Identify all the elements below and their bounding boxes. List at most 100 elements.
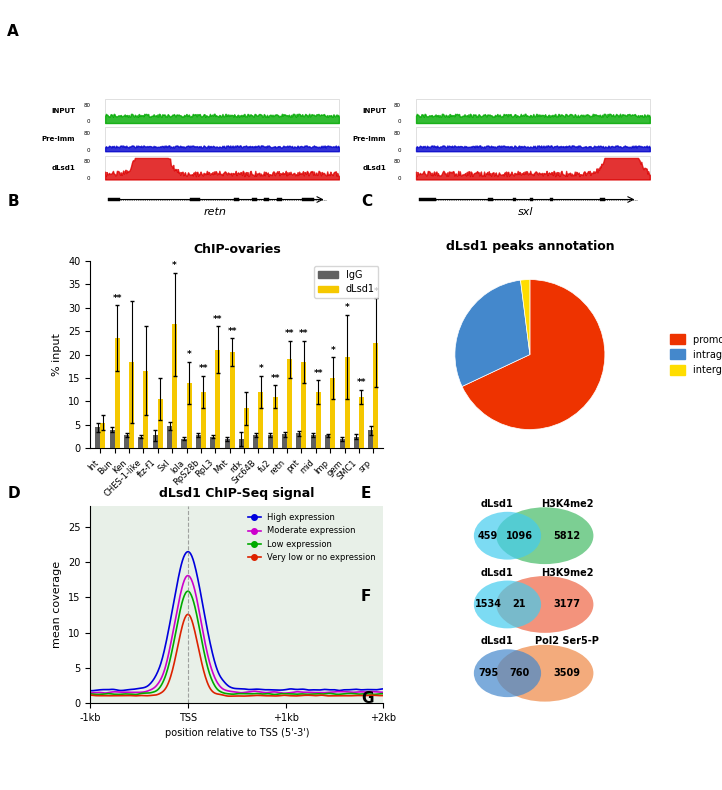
Bar xyxy=(325,435,330,448)
Bar xyxy=(339,439,344,448)
Bar xyxy=(273,397,278,448)
Low expression xyxy=(379,689,388,698)
Bar xyxy=(330,378,335,448)
Wedge shape xyxy=(455,280,530,386)
Text: D: D xyxy=(7,486,19,501)
Bar xyxy=(416,99,650,123)
Text: sxl: sxl xyxy=(518,206,534,216)
Text: **: ** xyxy=(285,329,295,338)
Bar xyxy=(105,127,339,151)
High expression xyxy=(373,685,381,694)
Text: 459: 459 xyxy=(478,531,498,540)
Bar xyxy=(105,156,339,179)
Line: Very low or no expression: Very low or no expression xyxy=(90,615,383,696)
Text: E: E xyxy=(361,486,371,501)
Title: ChIP-ovaries: ChIP-ovaries xyxy=(193,243,281,255)
Low expression xyxy=(373,690,382,699)
Text: 1534: 1534 xyxy=(474,600,502,609)
Text: 80: 80 xyxy=(394,103,401,107)
High expression xyxy=(226,683,235,692)
Bar xyxy=(225,439,230,448)
Text: INPUT: INPUT xyxy=(51,108,75,114)
Text: G: G xyxy=(361,691,373,706)
Very low or no expression xyxy=(245,691,254,701)
Text: 80: 80 xyxy=(83,131,90,136)
Bar xyxy=(416,127,650,151)
Bar xyxy=(531,198,533,201)
Low expression xyxy=(131,690,140,699)
Title: dLsd1 peaks annotation: dLsd1 peaks annotation xyxy=(445,239,614,253)
Low expression xyxy=(228,690,237,699)
Bar xyxy=(550,198,553,201)
Bar xyxy=(359,397,364,448)
High expression xyxy=(327,685,336,694)
Moderate expression xyxy=(245,687,253,697)
Text: C: C xyxy=(361,194,372,209)
Bar xyxy=(287,359,292,448)
Very low or no expression xyxy=(327,691,336,701)
Moderate expression xyxy=(373,687,382,697)
Bar xyxy=(302,362,306,448)
Text: *: * xyxy=(373,287,378,296)
Text: H3K4me2: H3K4me2 xyxy=(541,498,593,509)
Text: **: ** xyxy=(213,315,222,324)
Bar xyxy=(235,198,240,201)
Very low or no expression xyxy=(373,690,382,700)
Text: dLsd1: dLsd1 xyxy=(51,164,75,171)
Bar xyxy=(297,433,302,448)
Moderate expression xyxy=(379,687,388,697)
Text: H3K9me2: H3K9me2 xyxy=(541,567,593,577)
High expression xyxy=(86,686,95,695)
Text: 80: 80 xyxy=(83,103,90,107)
Text: retn: retn xyxy=(203,206,226,216)
Text: 795: 795 xyxy=(478,668,498,678)
Text: **: ** xyxy=(199,364,208,374)
Text: Pol2 Ser5-P: Pol2 Ser5-P xyxy=(535,636,599,646)
Wedge shape xyxy=(521,280,530,355)
Legend: High expression, Moderate expression, Low expression, Very low or no expression: High expression, Moderate expression, Lo… xyxy=(245,510,379,565)
High expression xyxy=(245,685,253,694)
Low expression xyxy=(327,689,336,698)
Moderate expression xyxy=(261,688,269,698)
Bar xyxy=(268,435,273,448)
Text: **: ** xyxy=(227,327,237,336)
Y-axis label: % input: % input xyxy=(53,333,63,376)
Text: 0: 0 xyxy=(398,148,401,152)
Moderate expression xyxy=(226,687,235,696)
High expression xyxy=(183,547,192,556)
Text: 3509: 3509 xyxy=(554,668,580,678)
Bar xyxy=(488,198,493,201)
Ellipse shape xyxy=(474,581,541,628)
Text: *: * xyxy=(331,345,335,355)
Moderate expression xyxy=(86,688,95,698)
Bar xyxy=(373,343,378,448)
Text: 760: 760 xyxy=(509,668,529,678)
Bar xyxy=(115,338,120,448)
Wedge shape xyxy=(462,280,605,430)
Ellipse shape xyxy=(496,576,593,633)
Bar xyxy=(153,435,158,448)
Bar xyxy=(252,198,257,201)
Text: 1096: 1096 xyxy=(506,531,533,540)
Text: dLsd1: dLsd1 xyxy=(362,164,386,171)
Text: Pre-Imm: Pre-Imm xyxy=(42,137,75,142)
Bar xyxy=(215,350,220,448)
Text: 80: 80 xyxy=(83,159,90,164)
Bar xyxy=(139,437,144,448)
Text: dLsd1: dLsd1 xyxy=(481,636,513,646)
Text: 21: 21 xyxy=(513,600,526,609)
Bar xyxy=(416,156,650,179)
Bar xyxy=(282,435,287,448)
Bar xyxy=(210,437,215,448)
Text: 0: 0 xyxy=(87,148,90,152)
Bar xyxy=(108,198,120,201)
Very low or no expression xyxy=(379,690,388,700)
Very low or no expression xyxy=(183,610,192,619)
Text: 0: 0 xyxy=(398,119,401,124)
Text: dLsd1: dLsd1 xyxy=(481,498,513,509)
Text: **: ** xyxy=(271,374,280,382)
High expression xyxy=(261,685,269,694)
Bar xyxy=(316,392,321,448)
Line: High expression: High expression xyxy=(90,551,383,690)
Moderate expression xyxy=(327,687,336,697)
